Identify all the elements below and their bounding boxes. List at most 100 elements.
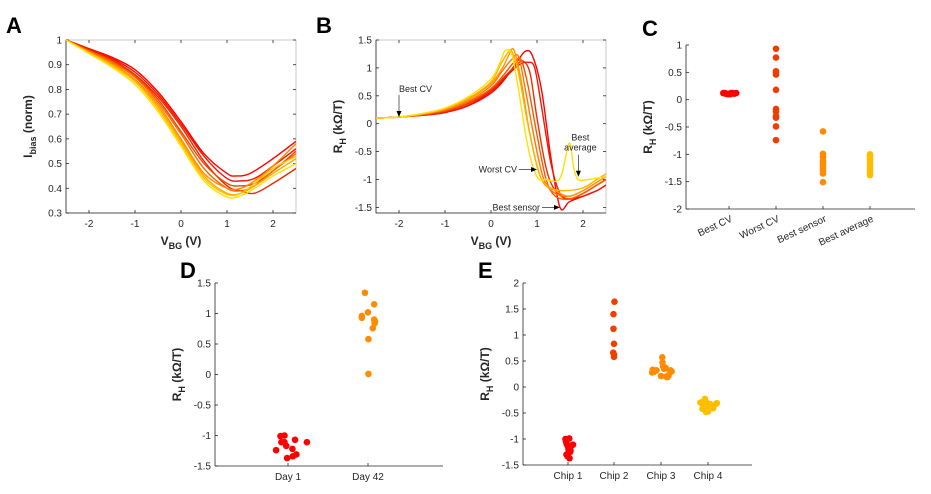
data-point — [293, 451, 300, 458]
y-tick-label: 0.4 — [48, 184, 62, 195]
x-tick-label: -1 — [131, 219, 140, 230]
y-label-main: R — [478, 392, 492, 401]
data-point — [365, 335, 372, 343]
y-label-unit: (kΩ/T) — [331, 100, 345, 138]
data-point — [772, 54, 780, 61]
panel-e: E -1.5 -1 -0.5 0 0.5 1 1.5 2 Chip 1 Chip 2 Chip 3 Ch… — [478, 258, 752, 482]
panel-letter: A — [6, 13, 22, 38]
data-point — [772, 45, 780, 53]
y-tick-label: -1 — [510, 435, 519, 446]
y-tick-label: 0.7 — [48, 110, 62, 121]
y-label-main: R — [170, 392, 184, 401]
y-tick-label: -0.5 — [355, 147, 373, 158]
category-label: Chip 1 — [554, 471, 583, 482]
x-tick-label: 2 — [270, 219, 276, 230]
data-point — [610, 310, 617, 318]
y-tick-label: 1.5 — [197, 279, 211, 290]
y-label-main: I — [21, 155, 35, 158]
y-tick-label: -0.5 — [502, 409, 520, 420]
y-tick-label: 0 — [205, 370, 211, 381]
panel-letter: E — [478, 258, 493, 283]
y-tick-label: 1 — [56, 36, 62, 47]
x-tick-label: -1 — [441, 219, 450, 230]
data-point — [732, 89, 740, 97]
y-label-unit: (norm) — [21, 95, 35, 136]
data-point — [272, 446, 280, 454]
category-label: Chip 4 — [694, 471, 723, 482]
y-tick-label: 1.5 — [358, 36, 372, 47]
x-axis-label: VBG (V) — [161, 234, 202, 251]
y-tick-label: 0.8 — [48, 85, 62, 96]
series-line-device-4 — [376, 57, 606, 200]
data-point — [289, 445, 296, 453]
category-label: Worst CV — [738, 214, 782, 242]
data-point — [772, 71, 780, 78]
data-point — [819, 170, 827, 177]
y-label-unit: (kΩ/T) — [478, 347, 492, 385]
data-point — [657, 372, 665, 380]
series-line-device-5 — [66, 40, 296, 192]
data-point — [569, 441, 577, 449]
y-label-sub: H — [177, 386, 187, 393]
y-tick-label: 2 — [513, 279, 519, 290]
category-label: Day 1 — [275, 472, 302, 483]
panel-letter: D — [180, 258, 196, 283]
x-label-main: V — [161, 234, 169, 248]
data-point — [772, 114, 780, 122]
x-label-unit: (V) — [492, 234, 511, 248]
data-point — [653, 367, 660, 374]
y-label-sub: bias — [28, 136, 38, 154]
x-tick-label: -2 — [85, 219, 94, 230]
data-point — [370, 301, 378, 308]
data-point — [819, 128, 827, 135]
data-point — [772, 86, 780, 94]
x-tick-label: -2 — [395, 219, 404, 230]
annotation-label: Best — [571, 133, 590, 143]
series-line-device-2 — [66, 40, 296, 182]
y-tick-label: -1 — [673, 150, 682, 161]
y-axis-label: RH (kΩ/T) — [170, 348, 187, 401]
data-point — [281, 432, 288, 439]
x-label-sub: BG — [169, 241, 183, 251]
series-line-device-8 — [66, 40, 296, 197]
y-label-sub: H — [485, 386, 495, 393]
x-tick-label: 0 — [178, 219, 184, 230]
y-tick-label: 0.9 — [48, 60, 62, 71]
y-tick-label: -1.5 — [502, 461, 520, 472]
y-axis-label: RH (kΩ/T) — [478, 347, 495, 400]
category-label: Best CV — [696, 214, 734, 240]
y-tick-label: -1.5 — [194, 462, 212, 473]
x-tick-label: 2 — [580, 219, 586, 230]
y-tick-label: 1 — [366, 63, 372, 74]
data-point — [365, 370, 372, 378]
y-tick-label: 0.5 — [668, 68, 682, 79]
y-tick-label: 0.5 — [505, 357, 519, 368]
data-point — [291, 436, 299, 444]
data-point — [361, 289, 369, 297]
y-tick-label: -1.5 — [355, 203, 373, 214]
category-label: Chip 3 — [647, 471, 676, 482]
series-line-device-3 — [66, 40, 296, 195]
data-point — [610, 325, 617, 333]
data-point — [364, 308, 372, 316]
x-label-sub: BG — [479, 241, 493, 251]
y-tick-label: -1 — [202, 431, 211, 442]
y-label-sub: H — [648, 139, 658, 146]
data-point — [772, 123, 780, 130]
panel-a: A 0.3 0.4 0.5 0.6 0.7 0.8 0.9 1 -2 -1 0 1 2 VBG (V) Ibi… — [6, 13, 297, 251]
y-axis-label: RH (kΩ/T) — [641, 100, 658, 153]
series-line-device-1 — [66, 40, 296, 177]
data-point — [819, 178, 827, 186]
annotation-label: Worst CV — [479, 164, 517, 174]
y-tick-label: 0.5 — [197, 340, 211, 351]
data-point — [610, 353, 618, 361]
panel-d: D -1.5 -1 -0.5 0 0.5 1 1.5 Day 1 Day 42 RH (kΩ/T) — [170, 258, 443, 483]
data-point — [283, 454, 291, 462]
x-tick-label: 1 — [224, 219, 230, 230]
y-tick-label: -2 — [673, 205, 682, 216]
y-tick-label: 1 — [676, 41, 682, 52]
y-tick-label: -1.5 — [665, 177, 683, 188]
x-tick-label: 0 — [488, 219, 494, 230]
data-point — [658, 354, 666, 361]
